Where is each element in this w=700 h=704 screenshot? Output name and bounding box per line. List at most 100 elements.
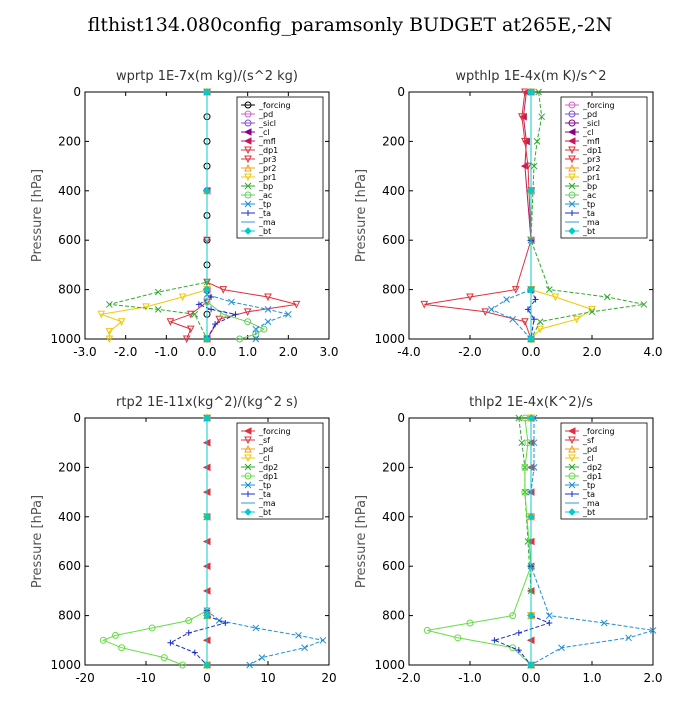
y-tick-label: 400 — [382, 184, 405, 198]
data-point — [536, 325, 544, 334]
data-point — [208, 306, 215, 313]
y-axis-label: Pressure [hPa] — [30, 169, 45, 262]
legend-marker — [244, 508, 252, 516]
y-tick-label: 1000 — [50, 332, 81, 346]
legend-label: _pd — [258, 110, 273, 119]
data-point — [527, 285, 535, 294]
legend-marker — [568, 101, 576, 109]
y-tick-label: 200 — [58, 460, 81, 474]
legend-label: _sicl — [582, 119, 600, 128]
legend-label: _ta — [258, 209, 271, 218]
data-point — [160, 654, 168, 662]
legend-label: _mfl — [258, 137, 276, 146]
data-point — [545, 612, 553, 619]
legend-marker — [244, 200, 252, 208]
y-tick-label: 200 — [382, 134, 405, 148]
data-point — [118, 644, 126, 652]
data-point — [195, 301, 202, 308]
y-tick-label: 600 — [58, 233, 81, 247]
series-dp1 — [420, 88, 535, 344]
legend-marker — [569, 210, 575, 216]
x-tick-label: 0 — [203, 671, 211, 685]
data-point — [252, 624, 260, 632]
legend-label: _ta — [258, 490, 271, 499]
legend-marker — [244, 436, 252, 445]
legend-marker — [244, 444, 252, 453]
x-tick-label: -10 — [136, 671, 156, 685]
legend-label: _pd — [582, 445, 597, 454]
legend: _forcing_pd_sicl_cl_mfl_dp1_pr3_pr2_pr1_… — [236, 96, 324, 239]
legend-marker — [568, 155, 576, 164]
series-dp1 — [99, 414, 211, 669]
data-point — [186, 325, 195, 334]
legend-label: _tp — [582, 481, 595, 490]
legend-label: _bp — [582, 182, 597, 191]
legend-label: _bt — [258, 227, 271, 236]
data-point — [284, 310, 292, 318]
legend-label: _cl — [258, 454, 270, 463]
legend-label: _pr3 — [258, 155, 276, 164]
data-point — [521, 463, 529, 471]
x-tick-label: 1.0 — [238, 345, 257, 359]
series-line — [169, 418, 227, 666]
legend-marker — [567, 137, 576, 145]
y-tick-label: 800 — [58, 283, 81, 297]
legend-marker — [568, 436, 576, 445]
data-point — [167, 639, 174, 646]
data-point — [232, 311, 239, 318]
data-point — [243, 308, 252, 316]
legend-label: _ma — [582, 499, 600, 508]
data-point — [191, 649, 198, 656]
y-tick-label: 1000 — [374, 658, 405, 672]
series-pr1 — [97, 88, 211, 344]
legend-label: _pr1 — [582, 173, 600, 182]
data-point — [264, 318, 272, 326]
legend-marker — [568, 146, 576, 155]
y-tick-label: 800 — [382, 283, 405, 297]
legend-marker — [244, 146, 252, 155]
x-tick-label: 0.0 — [521, 345, 540, 359]
y-tick-label: 600 — [382, 559, 405, 573]
legend-marker — [568, 173, 576, 182]
legend-marker — [567, 427, 576, 435]
data-point — [182, 335, 191, 344]
data-point — [524, 162, 532, 171]
legend-marker — [568, 463, 576, 471]
data-point — [518, 439, 526, 447]
series-bt — [203, 414, 211, 669]
legend-label: _ma — [582, 218, 600, 227]
legend-marker — [568, 200, 576, 208]
data-point — [530, 439, 538, 447]
data-point — [524, 538, 532, 545]
legend-label: _ma — [258, 218, 276, 227]
chart-title: wpthlp 1E-4x(m K)/s^2 — [455, 69, 606, 84]
data-point — [319, 636, 327, 644]
data-point — [166, 318, 175, 326]
y-tick-label: 800 — [58, 609, 81, 623]
data-point — [212, 321, 219, 328]
series-mfl — [519, 88, 535, 343]
series-line — [168, 92, 208, 340]
legend-marker — [568, 508, 576, 516]
x-tick-label: 2.0 — [643, 671, 662, 685]
x-tick-label: 1.0 — [582, 671, 601, 685]
legend-label: _dp2 — [582, 463, 602, 472]
data-point — [532, 296, 539, 303]
legend-label: _ta — [582, 209, 595, 218]
y-tick-label: 600 — [58, 559, 81, 573]
legend-label: _tp — [582, 200, 595, 209]
data-point — [105, 328, 114, 336]
data-point — [527, 187, 535, 195]
data-point — [208, 294, 215, 301]
data-point — [509, 644, 517, 652]
data-point — [246, 661, 254, 669]
legend-label: _dp1 — [582, 472, 602, 481]
legend-marker — [244, 173, 252, 182]
series-line — [424, 91, 532, 340]
data-point — [295, 632, 302, 639]
legend-marker — [244, 155, 252, 164]
data-point — [524, 306, 531, 313]
series-bt — [203, 88, 211, 343]
data-point — [301, 644, 308, 652]
legend-label: _pr3 — [582, 155, 600, 164]
